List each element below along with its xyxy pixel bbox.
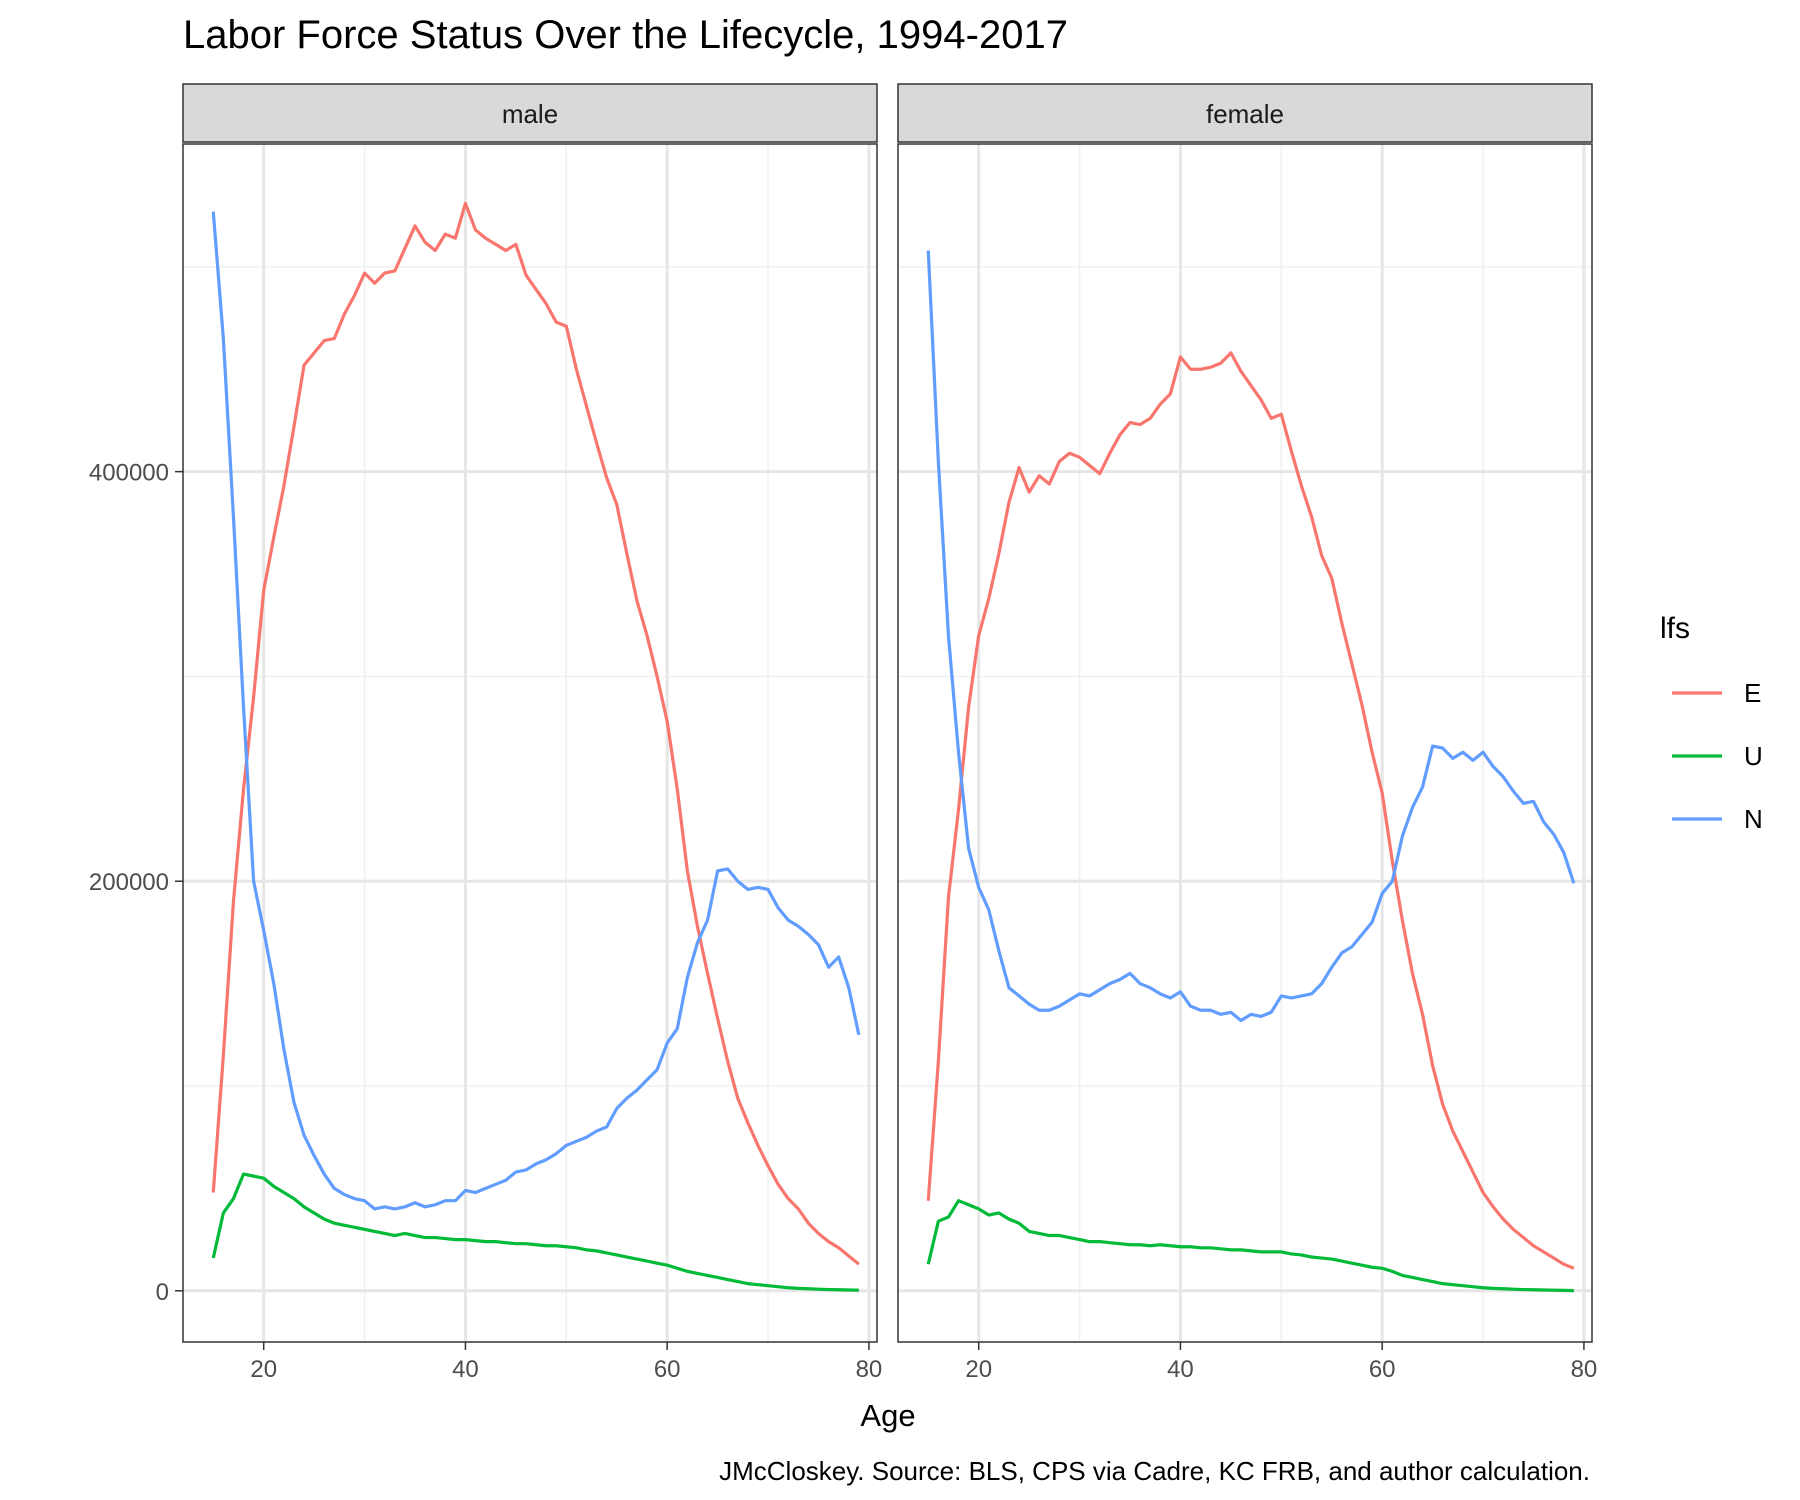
- panel-border-female: [897, 143, 1593, 1343]
- panel-male: male 20 40 60 80 0 200000 400000: [89, 83, 883, 1383]
- x-tick-label: 60: [1369, 1356, 1396, 1383]
- x-tick-label: 80: [856, 1356, 883, 1383]
- x-tick-label: 60: [654, 1356, 681, 1383]
- legend-label-U: U: [1744, 741, 1763, 771]
- y-tick-label: 0: [156, 1279, 169, 1306]
- strip-female: [897, 83, 1593, 143]
- panel-border-male: [182, 143, 878, 1343]
- strip-male: [182, 83, 878, 143]
- x-tick-label: 20: [250, 1356, 277, 1383]
- x-tick-label: 40: [1167, 1356, 1194, 1383]
- legend-label-N: N: [1744, 804, 1763, 834]
- plot-area-male: [183, 144, 877, 1342]
- panels: male 20 40 60 80 0 200000 400000 female 20 40 60 80: [89, 83, 1598, 1383]
- x-tick-label: 20: [965, 1356, 992, 1383]
- series-line-male-U: [211, 1172, 859, 1292]
- legend-title: lfs: [1660, 612, 1690, 645]
- x-tick-label: 80: [1571, 1356, 1598, 1383]
- series-line-male-N: [211, 211, 861, 1211]
- chart-title: Labor Force Status Over the Lifecycle, 1…: [183, 13, 1068, 57]
- legend-label-E: E: [1744, 678, 1761, 708]
- y-tick-label: 200000: [89, 869, 169, 896]
- series-line-female-E: [926, 351, 1575, 1270]
- series-line-female-U: [926, 1199, 1574, 1293]
- caption: JMcCloskey. Source: BLS, CPS via Cadre, …: [719, 1456, 1590, 1486]
- plot-area-female: [898, 144, 1592, 1342]
- strip-label-female: female: [1206, 99, 1284, 129]
- strip-label-male: male: [502, 99, 558, 129]
- legend: lfs E U N: [1660, 612, 1763, 834]
- y-tick-label: 400000: [89, 460, 169, 487]
- panel-female: female 20 40 60 80: [897, 83, 1598, 1383]
- legend-entries: E U N: [1672, 678, 1763, 834]
- series-line-male-E: [211, 201, 860, 1266]
- x-axis-title: Age: [860, 1398, 915, 1433]
- series-line-female-N: [926, 250, 1576, 1023]
- x-tick-label: 40: [452, 1356, 479, 1383]
